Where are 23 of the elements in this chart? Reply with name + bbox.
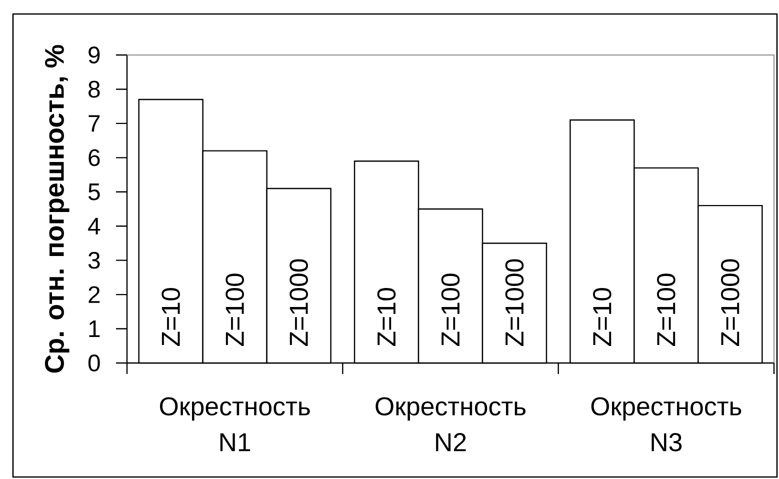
y-tick-label: 1 [89, 320, 100, 338]
y-tick-label: 8 [88, 80, 100, 98]
series-label: Z=1000 [505, 259, 524, 346]
y-tick-label: 9 [88, 46, 100, 64]
y-tick-label: 7 [88, 115, 100, 132]
x-tick-label: Окрестность N2 [376, 397, 526, 452]
series-label: Z=10 [162, 288, 180, 346]
y-tick-label: 5 [88, 184, 100, 200]
y-tick-label: 2 [88, 286, 100, 303]
series-label: Z=100 [226, 274, 244, 346]
y-tick-label: 0 [88, 354, 100, 372]
y-tick-label: 6 [88, 149, 100, 166]
text: Z=100 [656, 274, 676, 346]
text: Z=10 [377, 288, 396, 346]
text: Z=10 [593, 288, 612, 346]
text: Z=100 [441, 274, 460, 346]
text: Z=1000 [290, 259, 308, 346]
y-tick-label: 3 [88, 252, 100, 269]
y-tick-label: 4 [88, 218, 100, 234]
y-axis-title: Ср. отн. погрешность, % [44, 44, 70, 373]
x-tick-label: Окрестность N1 [160, 397, 310, 452]
x-tick-label: Окрестность N3 [591, 397, 742, 452]
text: Z=1000 [720, 259, 740, 346]
